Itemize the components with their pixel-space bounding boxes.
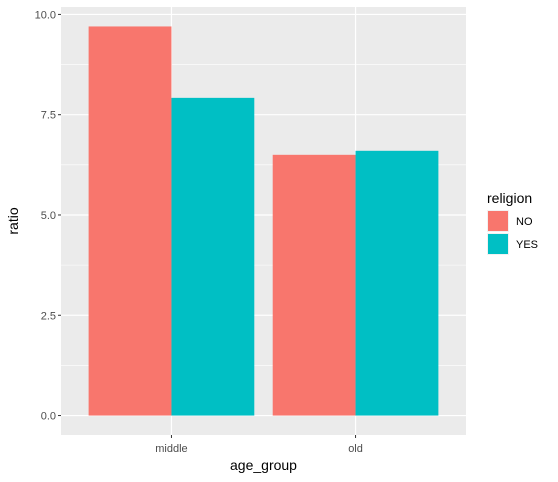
- x-axis-title: age_group: [230, 457, 297, 473]
- bars-group: [88, 26, 439, 416]
- x-axis: middle old: [155, 435, 363, 455]
- bar-middle-no: [88, 26, 172, 416]
- y-axis-title: ratio: [5, 207, 21, 234]
- y-tick-label: 2.5: [41, 310, 56, 322]
- bar-old-yes: [355, 150, 439, 416]
- x-tick-label: middle: [155, 443, 187, 455]
- legend-swatch-no: [488, 211, 508, 231]
- legend-label-yes: YES: [516, 239, 538, 251]
- y-tick-label: 0.0: [41, 411, 56, 423]
- legend-title: religion: [487, 190, 532, 206]
- bar-old-no: [272, 154, 356, 416]
- y-tick-label: 7.5: [41, 110, 56, 122]
- legend-label-no: NO: [516, 216, 533, 228]
- legend: religion NO YES: [487, 190, 538, 255]
- y-tick-label: 5.0: [41, 210, 56, 222]
- x-tick-label: old: [348, 443, 363, 455]
- bar-middle-yes: [171, 97, 255, 416]
- legend-swatch-yes: [488, 234, 508, 254]
- y-axis: 0.0 2.5 5.0 7.5 10.0: [35, 9, 61, 423]
- y-tick-label: 10.0: [35, 9, 56, 21]
